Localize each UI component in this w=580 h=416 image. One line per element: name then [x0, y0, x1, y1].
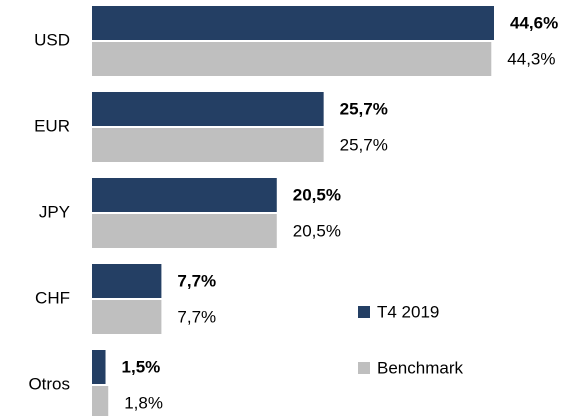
value-label: 20,5%	[293, 221, 341, 240]
value-label: 20,5%	[293, 185, 341, 204]
bar	[92, 350, 106, 384]
value-label: 25,7%	[340, 135, 388, 154]
value-label: 44,6%	[510, 13, 558, 32]
bar	[92, 214, 277, 248]
value-label: 7,7%	[177, 271, 216, 290]
value-label: 7,7%	[177, 307, 216, 326]
value-label: 25,7%	[340, 99, 388, 118]
bar	[92, 300, 162, 334]
bar	[92, 6, 494, 40]
category-label: Otros	[28, 374, 70, 393]
category-label: JPY	[39, 202, 70, 221]
value-label: 1,5%	[122, 357, 161, 376]
legend-swatch	[358, 306, 370, 318]
category-label: EUR	[34, 116, 70, 135]
bar	[92, 128, 324, 162]
category-label: USD	[34, 30, 70, 49]
bar	[92, 178, 277, 212]
bar	[92, 264, 162, 298]
value-label: 1,8%	[124, 393, 163, 412]
bar	[92, 386, 109, 416]
legend-label: T4 2019	[377, 302, 439, 321]
value-label: 44,3%	[507, 49, 555, 68]
bar	[92, 42, 492, 76]
legend-swatch	[358, 362, 370, 374]
bar	[92, 92, 324, 126]
category-label: CHF	[35, 288, 70, 307]
legend-label: Benchmark	[377, 358, 463, 377]
